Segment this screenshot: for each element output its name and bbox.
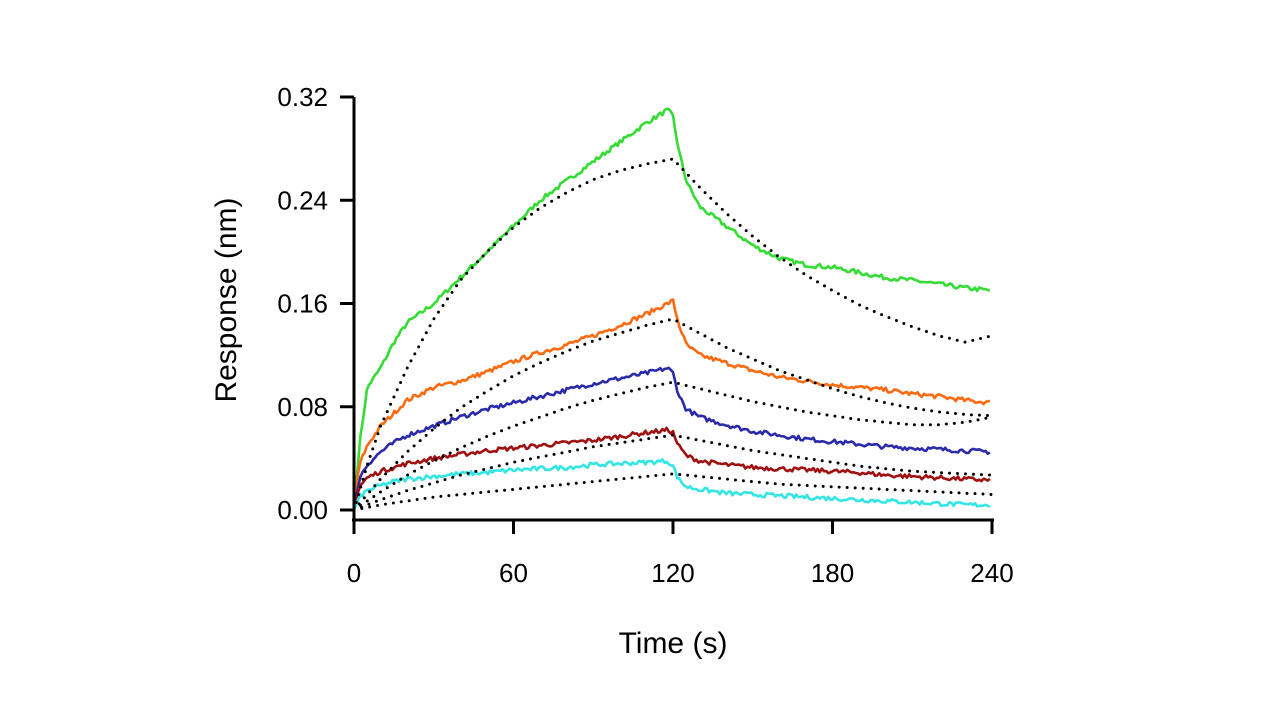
x-axis-title: Time (s) bbox=[619, 627, 728, 660]
y-tick-label-0.00: 0.00 bbox=[277, 495, 328, 525]
fit-curve-5 bbox=[352, 472, 994, 512]
series-layer bbox=[352, 107, 994, 512]
measured-series-5 bbox=[352, 458, 991, 511]
fit-curve-1 bbox=[352, 157, 994, 512]
x-tick-label-120: 120 bbox=[651, 558, 694, 588]
fit-curve-2 bbox=[352, 317, 994, 512]
axes-layer: 0.00 0.08 0.16 0.24 0.32 0 60 120 180 240 bbox=[277, 82, 1013, 588]
y-axis-title: Response (nm) bbox=[210, 197, 243, 402]
y-tick-label-0.32: 0.32 bbox=[277, 82, 328, 112]
measured-series-2 bbox=[352, 298, 990, 511]
measured-series-1 bbox=[352, 107, 991, 511]
fit-curve-4 bbox=[352, 433, 994, 512]
measured-series-4 bbox=[352, 426, 991, 511]
x-tick-label-240: 240 bbox=[970, 558, 1013, 588]
y-tick-label-0.08: 0.08 bbox=[277, 392, 328, 422]
y-tick-label-0.16: 0.16 bbox=[277, 289, 328, 319]
y-tick-label-0.24: 0.24 bbox=[277, 185, 328, 215]
x-tick-label-180: 180 bbox=[811, 558, 854, 588]
measured-series-3 bbox=[352, 366, 991, 511]
x-tick-label-0: 0 bbox=[347, 558, 361, 588]
x-tick-label-60: 60 bbox=[499, 558, 528, 588]
